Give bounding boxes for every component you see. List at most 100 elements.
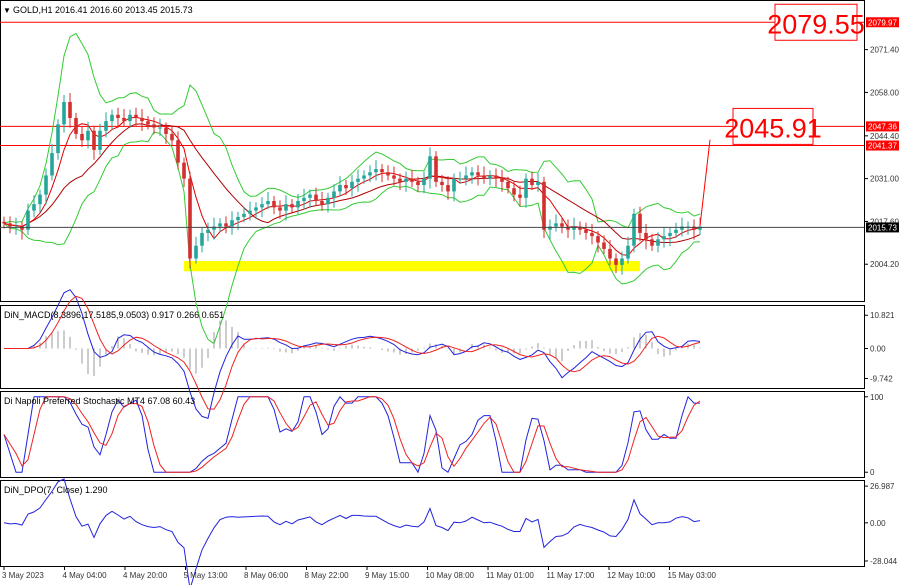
macd-layer: 10.821 0.00 -9.742 [4,289,895,419]
candle-body [470,172,474,176]
time-tick-label: 15 May 03:00 [668,571,717,580]
candle-body [32,204,36,211]
candle-body [266,201,270,205]
stochastic-title: Di Napoli Preferred Stochastic MT4 67.08… [4,396,195,406]
candle-body [530,178,534,186]
candle-body [398,178,402,182]
time-tick-label: 8 May 22:00 [305,571,350,580]
dpo-line [3,478,701,585]
indicator-tick-label: 0.00 [870,345,886,354]
candle-body [386,172,390,176]
candle-body [188,178,192,259]
candle-body [44,175,48,195]
main-panel-frame [0,0,865,302]
chart-menu-arrow-icon[interactable]: ▼ [3,6,11,15]
candle-body [20,226,24,230]
candle-body [416,181,420,186]
candle-body [452,178,456,192]
candle-body [122,117,126,122]
stochastic-d-line [3,396,701,473]
upper-band-line [3,32,701,229]
candle-body [38,194,42,205]
level-price-label: 2079.97 [868,18,897,27]
candle-body [134,114,138,118]
level-price-tag [866,17,899,28]
candle-body [506,181,510,189]
candle-body [638,213,642,233]
candle-body [98,130,102,150]
time-tick-label: 4 May 20:00 [123,571,168,580]
candle-body [2,221,6,224]
macd-signal-line [4,295,701,410]
time-tick-label: 5 May 13:00 [184,571,229,580]
time-tick-label: 12 May 10:00 [607,571,656,580]
candle-body [662,236,666,240]
candle-body [626,245,630,259]
candle-body [116,114,120,118]
macd-title: DiN_MACD(8.3896,17.5185,9.0503) 0.917 0.… [4,310,224,320]
candle-body [368,172,372,176]
candle-body [620,258,624,265]
candle-body [164,127,168,134]
slow-ma-line [3,123,701,243]
candle-body [152,124,156,128]
candle-body [212,226,216,230]
candle-body [422,178,426,186]
candle-body [224,223,228,227]
time-tick-label: 3 May 2023 [2,571,44,580]
candle-body [128,114,132,122]
candle-body [380,169,384,173]
indicator-tick-label: -28.044 [870,557,898,566]
candle-body [272,201,276,208]
candle-body [176,140,180,163]
candle-body [680,226,684,230]
candle-body [314,194,318,201]
candle-body [194,245,198,259]
time-tick-label: 8 May 06:00 [244,571,289,580]
projection-line [699,139,711,226]
candle-body [248,210,252,214]
candle-body [524,178,528,198]
candle-body [326,197,330,205]
price-tick-label: 2058.00 [870,88,899,97]
candle-body [242,213,246,217]
candle-body [512,188,516,195]
candle-body [362,175,366,179]
candle-body [146,121,150,125]
candle-body [308,194,312,198]
indicator-tick-label: 26.987 [870,482,895,491]
candle-body [50,153,54,176]
candle-body [170,133,174,141]
candle-body [182,162,186,179]
time-tick-label: 10 May 08:00 [426,571,475,580]
candle-body [356,178,360,182]
price-tick-label: 2017.60 [870,217,899,226]
candle-body [572,226,576,230]
candle-body [8,223,12,227]
main-price-layer: 2004.20 2017.60 2031.00 2044.40 2058.00 2071.… [0,3,899,345]
candle-body [56,124,60,154]
candle-body [374,169,378,173]
candle-body [494,175,498,179]
price-tick-label: 2071.40 [870,46,899,55]
candle-body [404,178,408,182]
candle-body [434,156,438,182]
candle-body [632,213,636,246]
candle-body [602,242,606,249]
symbol-header: GOLD,H1 2016.41 2016.60 2013.45 2015.73 [13,5,193,15]
candle-body [668,232,672,237]
candle-body [440,181,444,186]
level-price-tag [866,121,899,132]
candle-body [296,201,300,208]
candle-body [320,201,324,205]
candle-body [278,207,282,211]
level-price-tag [866,140,899,151]
time-axis: 3 May 2023 4 May 04:00 4 May 20:00 5 May 13… [2,566,717,580]
dpo-title: DiN_DPO(7, Close) 1.290 [4,485,108,495]
time-tick-label: 11 May 17:00 [547,571,595,580]
candle-body [392,175,396,179]
level-price-label: 2041.37 [868,142,897,151]
candle-body [644,232,648,240]
candle-body [428,156,432,179]
